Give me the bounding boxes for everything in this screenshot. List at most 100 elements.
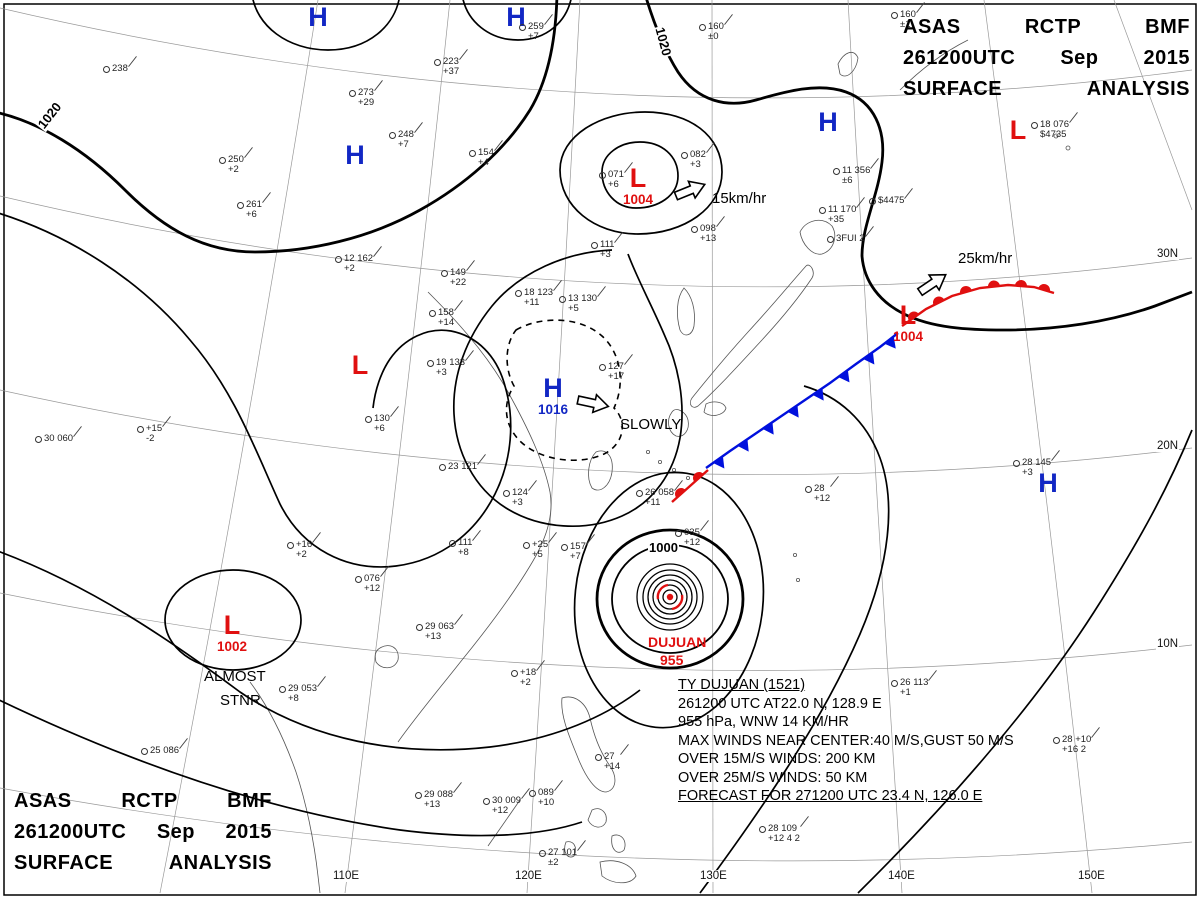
station-plot: 26 113 +1 — [890, 677, 929, 698]
typhoon-info-block: TY DUJUAN (1521) 261200 UTC AT22.0 N, 128… — [678, 676, 1014, 806]
pressure-center: L 1004 — [893, 302, 923, 344]
station-plot: 29 053 +8 — [278, 683, 318, 704]
pressure-symbol: L — [629, 163, 647, 193]
arrow-15kmhr — [673, 180, 707, 201]
station-plot: 160 ±0 — [699, 21, 724, 42]
station-plot: +18 +2 — [510, 667, 537, 688]
station-plot: 11 356 ±6 — [832, 165, 871, 186]
station-plot: 30 009 +12 — [482, 795, 522, 816]
warm-front-symbol — [908, 311, 919, 321]
title-block-top-right: ASAS RCTP BMF 261200UTC Sep 2015 SURFACE… — [903, 12, 1190, 105]
pressure-symbol: L — [1009, 115, 1027, 145]
station-plot: 035 +12 — [674, 527, 701, 548]
typhoon-info-line: OVER 15M/S WINDS: 200 KM — [678, 751, 876, 767]
title-line-3: SURFACE ANALYSIS — [14, 852, 272, 874]
fronts-layer — [671, 279, 1055, 503]
cold-front-symbol — [838, 369, 850, 383]
pressure-center: H — [345, 142, 365, 169]
cold-front-symbol — [884, 336, 896, 349]
longitude-label: 120E — [514, 870, 543, 882]
station-plot: +16 +2 — [286, 539, 313, 560]
typhoon-central-pressure: 955 — [660, 652, 684, 668]
station-plot: 111 +3 — [590, 239, 615, 260]
station-plot: 30 060 — [34, 433, 74, 444]
pressure-symbol: L — [899, 300, 917, 330]
station-plot: 12 162 +2 — [334, 253, 374, 274]
station-plot: 13 130 +5 — [558, 293, 598, 314]
station-plot: 259 +7 — [519, 21, 544, 42]
cold-front-symbol — [812, 388, 824, 401]
movement-annotation: 25km/hr — [958, 250, 1013, 267]
pressure-symbol: L — [223, 610, 241, 640]
station-plot: 082 +3 — [681, 149, 706, 170]
station-plot: 23 121 — [438, 461, 478, 472]
cold-front-symbol — [787, 405, 799, 418]
typhoon-name: DUJUAN — [648, 634, 707, 650]
station-plot: 26 058 +11 — [635, 487, 675, 508]
cold-front-symbol — [762, 422, 774, 435]
arrow-25kmhr — [916, 273, 947, 297]
pressure-symbol: H — [543, 373, 563, 403]
station-plot: 18 123 +11 — [514, 287, 554, 308]
arrow-slowly — [576, 393, 610, 414]
cold-front-symbol — [863, 352, 875, 365]
station-plot: 29 088 +13 — [414, 789, 454, 810]
station-plot: 248 +7 — [389, 129, 414, 150]
station-plot: 27 101 ±2 — [538, 847, 578, 868]
station-plot: 28 109 +12 4 2 — [759, 823, 800, 844]
station-plot: 076 +12 — [354, 573, 381, 594]
pressure-symbol: L — [351, 350, 369, 380]
station-plot: 18 076 $4735 — [1030, 119, 1070, 140]
pressure-center: L 1004 — [623, 165, 653, 207]
station-plot: 28 145 +3 — [1012, 457, 1052, 478]
pressure-center: L — [352, 352, 369, 379]
pressure-symbol: H — [818, 107, 838, 137]
station-plot: 3FUI 2 — [827, 233, 865, 244]
pressure-value: 1004 — [892, 329, 924, 344]
pressure-center: H — [308, 4, 328, 31]
station-plot: 111 +8 — [448, 537, 473, 558]
pressure-center: H 1016 — [538, 375, 568, 417]
warm-front-symbol — [988, 280, 1000, 288]
station-plot: 160 ±1 — [891, 9, 916, 30]
longitude-label: 110E — [332, 870, 361, 882]
warm-front-symbol — [933, 296, 945, 306]
station-plot: 11 170 +35 — [818, 204, 857, 225]
station-plot: 089 +10 — [528, 787, 555, 808]
title-line-2: 261200UTC Sep 2015 — [14, 821, 272, 843]
station-plot: 250 +2 — [219, 154, 244, 175]
station-plot: 25 086 — [140, 745, 180, 756]
warm-front-symbol — [960, 286, 972, 294]
station-plot: 29 063 +13 — [415, 621, 455, 642]
pressure-value: 1002 — [216, 639, 248, 654]
station-plot: 098 +13 — [690, 223, 717, 244]
station-plot: 28 +10 +16 2 — [1052, 734, 1092, 755]
station-plot: +25 +5 — [522, 539, 549, 560]
warm-front-symbol — [1038, 284, 1050, 292]
isobar-value-label: 1000 — [648, 540, 679, 555]
title-line-3: SURFACE ANALYSIS — [903, 78, 1190, 100]
longitude-label: 140E — [887, 870, 916, 882]
station-plot: 238 — [103, 63, 128, 74]
warm-front-symbol — [675, 488, 686, 498]
title-block-bottom-left: ASAS RCTP BMF 261200UTC Sep 2015 SURFACE… — [14, 786, 272, 879]
station-plot: 273 +29 — [348, 87, 375, 108]
station-plot: 157 +7 — [561, 541, 586, 562]
pressure-center: L 1002 — [217, 612, 247, 654]
station-plot: 071 +6 — [599, 169, 624, 190]
movement-annotation: ALMOST — [204, 668, 266, 685]
longitude-label: 150E — [1077, 870, 1106, 882]
title-line-1: ASAS RCTP BMF — [14, 790, 272, 812]
typhoon-info-line: MAX WINDS NEAR CENTER:40 M/S,GUST 50 M/S — [678, 732, 1014, 749]
station-plot: 124 +3 — [503, 487, 528, 508]
station-plot: +15 -2 — [136, 423, 163, 444]
station-plot: 261 +6 — [237, 199, 262, 220]
latitude-label: 20N — [1156, 440, 1180, 452]
warm-front-symbol — [693, 472, 704, 482]
pressure-center: L — [1010, 117, 1027, 144]
station-plot: 28 +12 — [804, 483, 831, 504]
pressure-symbol: H — [308, 2, 328, 32]
latitude-label: 10N — [1156, 638, 1180, 650]
station-plot: $4475 — [868, 195, 905, 206]
